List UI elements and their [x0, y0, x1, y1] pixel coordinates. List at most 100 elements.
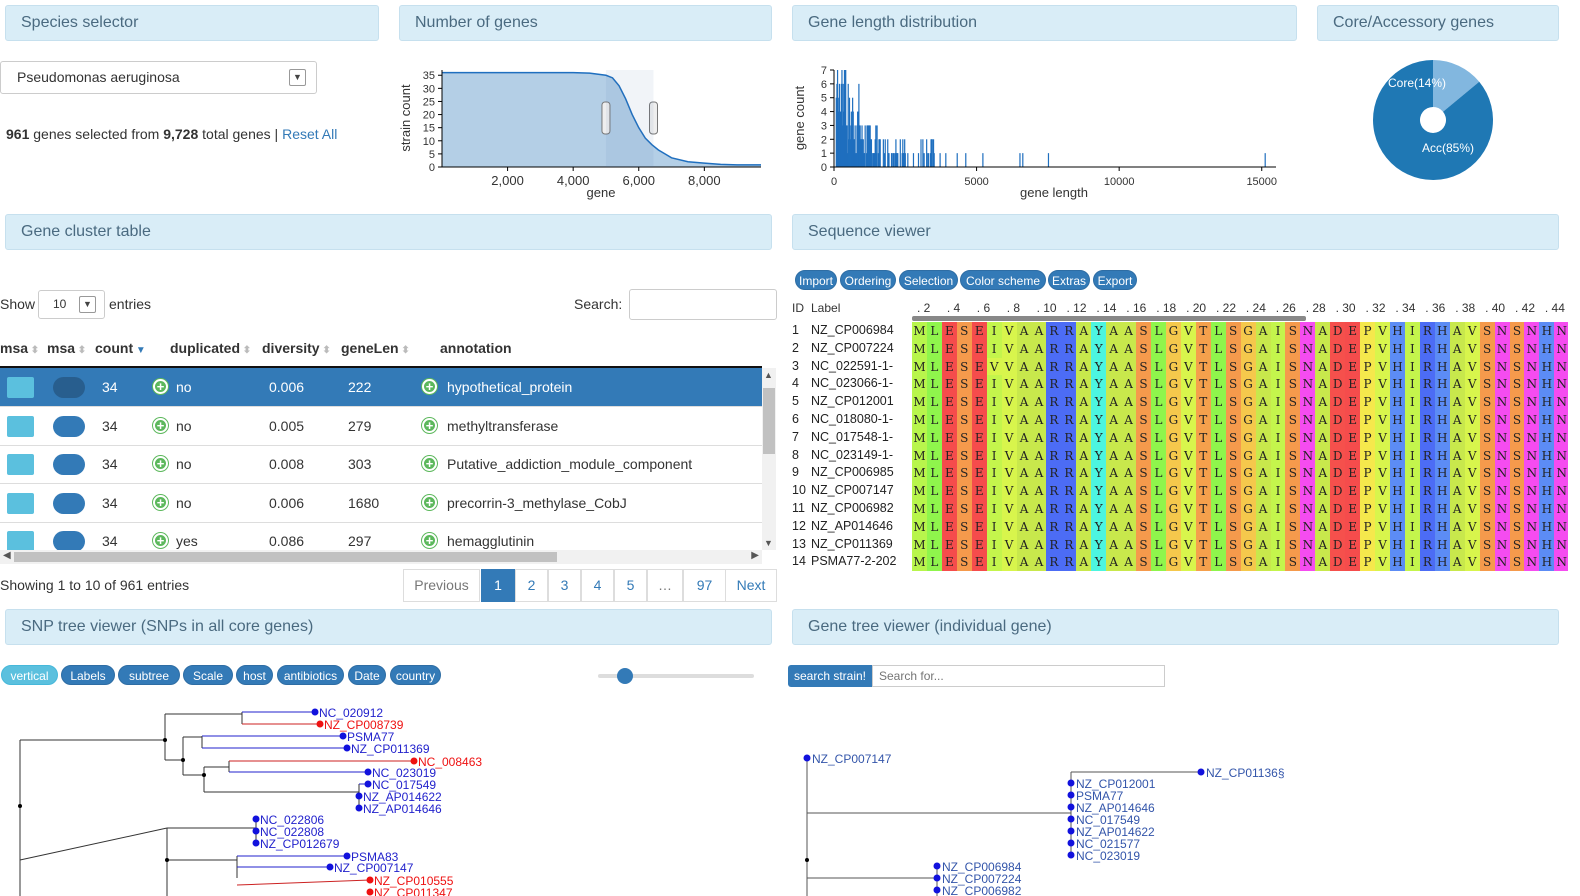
- pie-slice[interactable]: [1433, 60, 1480, 112]
- tree-leaf-label[interactable]: NZ_CP012001: [1076, 777, 1156, 791]
- page-button-97[interactable]: 97: [683, 569, 726, 602]
- msa-row-label[interactable]: 9 NZ_CP006985: [792, 465, 904, 479]
- msa-row-label[interactable]: 11 NZ_CP006982: [792, 501, 904, 515]
- tree-leaf-label[interactable]: NC_017549: [372, 778, 436, 792]
- brush-selection[interactable]: [605, 70, 654, 167]
- msa-row-label[interactable]: 2 NZ_CP007224: [792, 341, 904, 355]
- tree-leaf-label[interactable]: PSMA83: [351, 850, 399, 864]
- snp-labels-toggle[interactable]: Labels: [61, 665, 115, 685]
- tree-leaf-node[interactable]: [933, 862, 941, 870]
- column-header-duplicated[interactable]: duplicated ⬍: [170, 340, 252, 356]
- msa-import-button[interactable]: Import: [795, 270, 837, 290]
- msa-row-label[interactable]: 14 PSMA77-2-202: [792, 554, 904, 568]
- expand-annotation-icon[interactable]: +: [422, 533, 437, 549]
- tree-leaf-node[interactable]: [1067, 791, 1075, 799]
- msa-row-label[interactable]: 7 NC_017548-1-: [792, 430, 904, 444]
- tree-leaf-node[interactable]: [355, 804, 363, 812]
- msa-row-label[interactable]: 6 NC_018080-1-: [792, 412, 904, 426]
- tree-leaf-node[interactable]: [410, 757, 418, 765]
- table-row[interactable]: 34 + no 0.006 222 + hypothetical_protein: [0, 368, 762, 407]
- tree-leaf-node[interactable]: [252, 815, 260, 823]
- tree-leaf-label[interactable]: NC_023019: [1076, 849, 1140, 863]
- tree-leaf-node[interactable]: [316, 720, 324, 728]
- tree-leaf-node[interactable]: [364, 780, 372, 788]
- msa-selection-button[interactable]: Selection: [899, 270, 958, 290]
- tree-leaf-label[interactable]: PSMA77: [347, 730, 395, 744]
- column-header-msa[interactable]: msa ⬍: [47, 340, 87, 356]
- aa-msa-button[interactable]: [7, 415, 34, 437]
- msa-color-scheme-button[interactable]: Color scheme: [960, 270, 1046, 290]
- msa-row-label[interactable]: 12 NZ_AP014646: [792, 519, 904, 533]
- tree-leaf-node[interactable]: [1067, 779, 1075, 787]
- expand-annotation-icon[interactable]: +: [422, 456, 437, 472]
- gene-length-chart[interactable]: 0 1 2 34 5 6 7 0 5000 10000 15000 gene length gene c…: [786, 60, 1286, 206]
- snp-vertical-toggle[interactable]: vertical: [1, 665, 58, 685]
- expand-duplicated-icon[interactable]: +: [153, 533, 168, 549]
- aa-msa-button[interactable]: [7, 377, 34, 398]
- aa-msa-button[interactable]: [7, 492, 34, 514]
- tree-leaf-node[interactable]: [343, 852, 351, 860]
- tree-leaf-node[interactable]: [355, 792, 363, 800]
- tree-leaf-label[interactable]: NZ_AP014622: [1076, 825, 1155, 839]
- tree-leaf-label[interactable]: NZ_AP014622: [363, 790, 442, 804]
- tree-leaf-node[interactable]: [933, 886, 941, 894]
- column-header-diversity[interactable]: diversity ⬍: [262, 340, 331, 356]
- msa-extras-button[interactable]: Extras: [1048, 270, 1090, 290]
- tree-leaf-label[interactable]: NC_023019: [372, 766, 436, 780]
- page-button-next[interactable]: Next: [725, 569, 777, 602]
- tree-leaf-label[interactable]: NZ_CP011369: [351, 742, 430, 756]
- snp-antibiotics-toggle[interactable]: antibiotics: [277, 665, 344, 685]
- msa-export-button[interactable]: Export: [1093, 270, 1137, 290]
- tree-leaf-label[interactable]: NZ_CP010555: [374, 874, 454, 888]
- search-strain-button[interactable]: search strain!: [788, 665, 872, 687]
- tree-leaf-node[interactable]: [366, 888, 374, 896]
- tree-leaf-node[interactable]: [1067, 827, 1075, 835]
- page-button-2[interactable]: 2: [515, 569, 548, 602]
- tree-leaf-node[interactable]: [933, 874, 941, 882]
- snp-tree[interactable]: NC_020912NZ_CP008739PSMA77NZ_CP011369NC_…: [0, 700, 780, 896]
- msa-scroll-indicator[interactable]: [912, 316, 1306, 321]
- msa-row-label[interactable]: 8 NC_023149-1-: [792, 448, 904, 462]
- aa-msa-button[interactable]: [7, 531, 34, 553]
- zoom-slider-track[interactable]: [598, 674, 754, 678]
- gene-tree[interactable]: NZ_CP007147NZ_CP01136§NZ_CP012001PSMA77N…: [786, 740, 1580, 896]
- tree-leaf-node[interactable]: [252, 827, 260, 835]
- tree-leaf-node[interactable]: [803, 754, 811, 762]
- page-button-3[interactable]: 3: [548, 569, 581, 602]
- tree-leaf-label[interactable]: NZ_CP011347: [374, 886, 453, 896]
- table-row[interactable]: 34 + no 0.005 279 + methyltransferase: [0, 407, 762, 446]
- expand-annotation-icon[interactable]: +: [422, 379, 437, 394]
- expand-duplicated-icon[interactable]: +: [153, 417, 168, 433]
- tree-leaf-label[interactable]: NZ_CP007147: [812, 752, 892, 766]
- page-button-1[interactable]: 1: [481, 569, 515, 602]
- table-horizontal-scrollbar[interactable]: ◀ ▶: [0, 550, 762, 564]
- tree-leaf-label[interactable]: NC_021577: [1076, 837, 1140, 851]
- nuc-msa-button[interactable]: [53, 454, 85, 476]
- table-vertical-scrollbar[interactable]: ▲ ▼: [762, 368, 776, 550]
- snp-subtree-toggle[interactable]: subtree: [118, 665, 180, 685]
- tree-leaf-node[interactable]: [326, 863, 334, 871]
- tree-leaf-node[interactable]: [1067, 839, 1075, 847]
- tree-leaf-label[interactable]: NC_022808: [260, 825, 324, 839]
- msa-row-label[interactable]: 10 NZ_CP007147: [792, 483, 904, 497]
- snp-scale-toggle[interactable]: Scale: [183, 665, 233, 685]
- tree-leaf-node[interactable]: [311, 708, 319, 716]
- pie-slice[interactable]: [1373, 60, 1493, 180]
- column-header-msa[interactable]: msa ⬍: [0, 340, 40, 356]
- tree-leaf-node[interactable]: [1067, 851, 1075, 859]
- tree-leaf-node[interactable]: [252, 839, 260, 847]
- snp-date-toggle[interactable]: Date: [348, 665, 386, 685]
- snp-host-toggle[interactable]: host: [236, 665, 273, 685]
- msa-row-label[interactable]: 4 NC_023066-1-: [792, 376, 904, 390]
- tree-leaf-label[interactable]: PSMA77: [1076, 789, 1124, 803]
- page-button-4[interactable]: 4: [581, 569, 614, 602]
- tree-leaf-label[interactable]: NZ_AP014646: [1076, 801, 1155, 815]
- aa-msa-button[interactable]: [7, 454, 34, 476]
- tree-leaf-node[interactable]: [364, 768, 372, 776]
- msa-row-label[interactable]: 5 NZ_CP012001: [792, 394, 904, 408]
- reset-all-link[interactable]: Reset All: [282, 126, 338, 142]
- table-search-input[interactable]: [629, 289, 777, 320]
- tree-leaf-label[interactable]: NC_020912: [319, 706, 383, 720]
- tree-leaf-node[interactable]: [339, 732, 347, 740]
